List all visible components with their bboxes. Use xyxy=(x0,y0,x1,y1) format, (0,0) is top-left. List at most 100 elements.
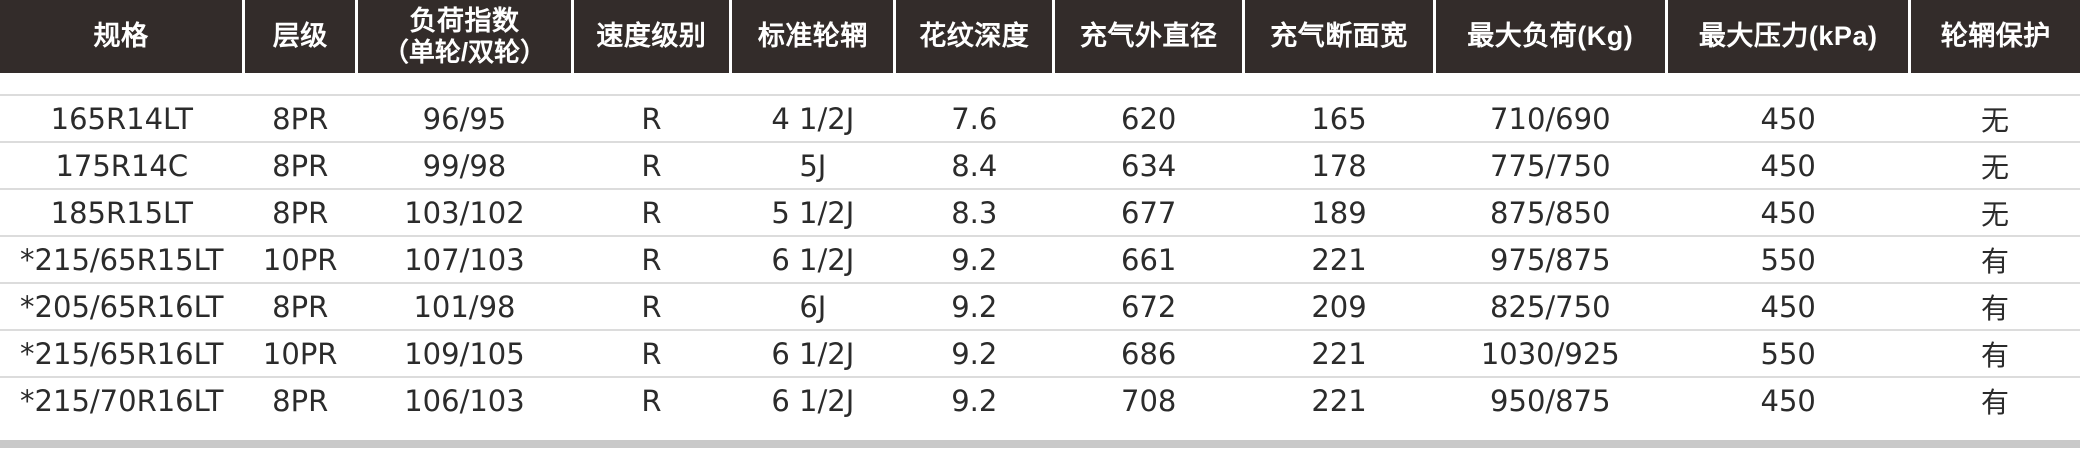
cell-tread_depth: 8.4 xyxy=(894,141,1054,189)
cell-max_load: 710/690 xyxy=(1434,94,1667,142)
cell-tread_depth: 9.2 xyxy=(894,235,1054,283)
column-header-outer_dia: 充气外直径 xyxy=(1052,0,1246,73)
cell-max_press: 550 xyxy=(1666,329,1910,377)
cell-spec: *215/65R15LT xyxy=(0,235,244,283)
cell-rim_guard: 无 xyxy=(1909,188,2080,236)
column-header-label: 充气断面宽 xyxy=(1270,20,1408,51)
cell-section_w: 189 xyxy=(1243,188,1435,236)
cell-outer_dia: 677 xyxy=(1053,188,1244,236)
column-header-ply: 层级 xyxy=(242,0,359,73)
column-header-speed: 速度级别 xyxy=(570,0,733,73)
table-bottom-rule xyxy=(0,440,2080,448)
cell-max_press: 450 xyxy=(1666,188,1910,236)
cell-ply: 8PR xyxy=(243,94,357,142)
table-header-row: 规格 层级 负荷指数 （单轮/双轮） 速度级别 标准轮辋 花纹深度 充气外直径 充气断面宽 最大负… xyxy=(0,0,2080,73)
cell-speed: R xyxy=(572,376,731,424)
cell-outer_dia: 661 xyxy=(1053,235,1244,283)
cell-ply: 8PR xyxy=(243,282,357,330)
cell-outer_dia: 708 xyxy=(1053,376,1244,424)
column-header-label: 标准轮辋 xyxy=(757,20,868,51)
cell-max_load: 1030/925 xyxy=(1434,329,1667,377)
cell-rim: 5 1/2J xyxy=(730,188,895,236)
column-header-section_w: 充气断面宽 xyxy=(1242,0,1436,73)
cell-ply: 10PR xyxy=(243,235,357,283)
column-header-label: 规格 xyxy=(93,20,149,51)
column-header-label: 最大负荷(Kg) xyxy=(1467,20,1634,51)
cell-section_w: 221 xyxy=(1243,235,1435,283)
column-header-label: 花纹深度 xyxy=(919,20,1030,51)
cell-rim: 6 1/2J xyxy=(730,329,895,377)
cell-outer_dia: 634 xyxy=(1053,141,1244,189)
cell-rim_guard: 有 xyxy=(1909,329,2080,377)
cell-speed: R xyxy=(572,141,731,189)
table-row: *215/65R15LT 10PR 107/103 R 6 1/2J 9.2 661 221 9… xyxy=(0,235,2080,283)
table-row: *205/65R16LT 8PR 101/98 R 6J 9.2 672 209 825/750… xyxy=(0,282,2080,330)
cell-spec: 185R15LT xyxy=(0,188,244,236)
cell-tread_depth: 7.6 xyxy=(894,94,1054,142)
cell-max_press: 450 xyxy=(1666,282,1910,330)
cell-speed: R xyxy=(572,282,731,330)
cell-tread_depth: 8.3 xyxy=(894,188,1054,236)
cell-speed: R xyxy=(572,94,731,142)
column-header-label: 最大压力(kPa) xyxy=(1698,20,1878,51)
cell-max_press: 450 xyxy=(1666,141,1910,189)
cell-rim: 6 1/2J xyxy=(730,376,895,424)
cell-load_index: 109/105 xyxy=(356,329,573,377)
table-row: *215/70R16LT 8PR 106/103 R 6 1/2J 9.2 708 221 95… xyxy=(0,376,2080,424)
cell-max_load: 875/850 xyxy=(1434,188,1667,236)
table-row: *215/65R16LT 10PR 109/105 R 6 1/2J 9.2 686 221 1… xyxy=(0,329,2080,377)
column-header-sublabel: （单轮/双轮） xyxy=(382,37,547,68)
cell-spec: *215/70R16LT xyxy=(0,376,244,424)
table-row: 175R14C 8PR 99/98 R 5J 8.4 634 178 775/750 450 无 xyxy=(0,141,2080,189)
column-header-label: 充气外直径 xyxy=(1079,20,1218,51)
cell-load_index: 107/103 xyxy=(356,235,573,283)
cell-tread_depth: 9.2 xyxy=(894,329,1054,377)
cell-load_index: 96/95 xyxy=(356,94,573,142)
cell-rim_guard: 无 xyxy=(1909,94,2080,142)
column-header-load_index: 负荷指数 （单轮/双轮） xyxy=(355,0,574,73)
cell-max_press: 450 xyxy=(1666,376,1910,424)
cell-outer_dia: 620 xyxy=(1053,94,1244,142)
cell-ply: 8PR xyxy=(243,141,357,189)
cell-spec: *205/65R16LT xyxy=(0,282,244,330)
cell-speed: R xyxy=(572,329,731,377)
cell-load_index: 101/98 xyxy=(356,282,573,330)
cell-outer_dia: 672 xyxy=(1053,282,1244,330)
column-header-rim_guard: 轮辋保护 xyxy=(1908,0,2080,73)
cell-ply: 8PR xyxy=(243,188,357,236)
cell-load_index: 99/98 xyxy=(356,141,573,189)
cell-rim: 6J xyxy=(730,282,895,330)
cell-section_w: 165 xyxy=(1243,94,1435,142)
cell-load_index: 103/102 xyxy=(356,188,573,236)
cell-ply: 8PR xyxy=(243,376,357,424)
cell-speed: R xyxy=(572,235,731,283)
header-body-gap xyxy=(0,73,2080,95)
cell-rim_guard: 有 xyxy=(1909,282,2080,330)
table-header: 规格 层级 负荷指数 （单轮/双轮） 速度级别 标准轮辋 花纹深度 充气外直径 充气断面宽 最大负… xyxy=(0,0,2080,73)
column-header-spec: 规格 xyxy=(0,0,246,73)
cell-max_press: 550 xyxy=(1666,235,1910,283)
column-header-label: 层级 xyxy=(272,20,328,51)
cell-tread_depth: 9.2 xyxy=(894,376,1054,424)
cell-rim_guard: 有 xyxy=(1909,376,2080,424)
cell-speed: R xyxy=(572,188,731,236)
cell-section_w: 209 xyxy=(1243,282,1435,330)
cell-spec: *215/65R16LT xyxy=(0,329,244,377)
column-header-tread_depth: 花纹深度 xyxy=(893,0,1056,73)
column-header-label: 速度级别 xyxy=(596,20,707,51)
cell-rim: 5J xyxy=(730,141,895,189)
cell-max_load: 775/750 xyxy=(1434,141,1667,189)
cell-spec: 175R14C xyxy=(0,141,244,189)
cell-max_press: 450 xyxy=(1666,94,1910,142)
cell-section_w: 178 xyxy=(1243,141,1435,189)
table-row: 165R14LT 8PR 96/95 R 4 1/2J 7.6 620 165 710/690 4… xyxy=(0,94,2080,142)
column-header-label: 负荷指数 xyxy=(409,5,520,36)
cell-section_w: 221 xyxy=(1243,329,1435,377)
cell-rim_guard: 有 xyxy=(1909,235,2080,283)
column-header-max_press: 最大压力(kPa) xyxy=(1664,0,1912,73)
cell-tread_depth: 9.2 xyxy=(894,282,1054,330)
table-body: 165R14LT 8PR 96/95 R 4 1/2J 7.6 620 165 710/690 4… xyxy=(0,73,2080,424)
cell-ply: 10PR xyxy=(243,329,357,377)
column-header-max_load: 最大负荷(Kg) xyxy=(1432,0,1668,73)
